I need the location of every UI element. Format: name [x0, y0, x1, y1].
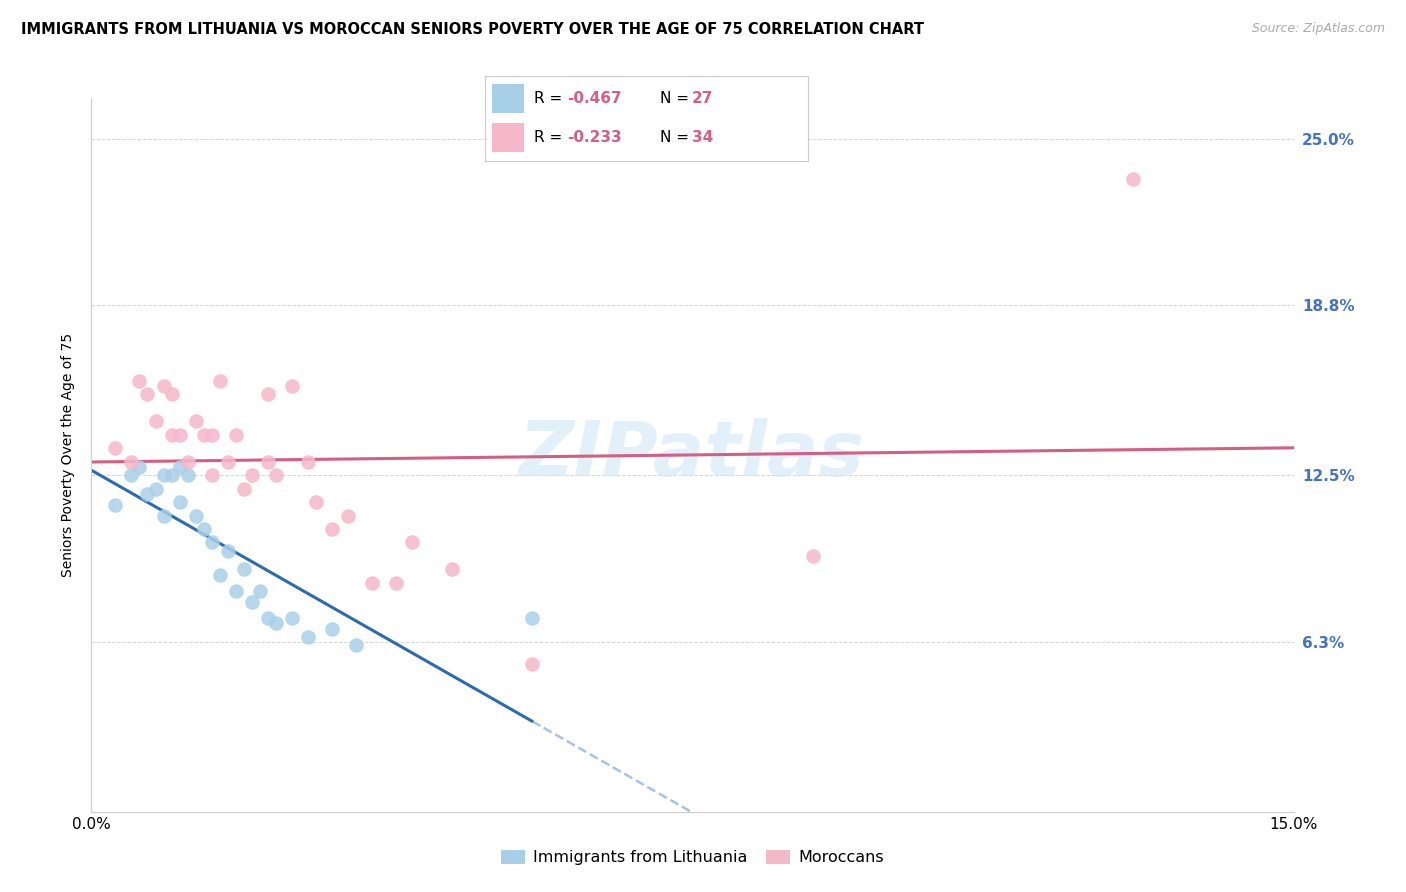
Point — [297, 630, 319, 644]
Text: 34: 34 — [692, 130, 713, 145]
Y-axis label: Seniors Poverty Over the Age of 75: Seniors Poverty Over the Age of 75 — [62, 333, 76, 577]
Point — [176, 468, 198, 483]
Point — [184, 414, 207, 428]
Text: -0.467: -0.467 — [568, 91, 623, 106]
Point — [169, 427, 191, 442]
Point — [264, 616, 287, 631]
Point — [160, 468, 183, 483]
Point — [121, 455, 143, 469]
Point — [232, 562, 254, 576]
Point — [160, 427, 183, 442]
Point — [136, 487, 159, 501]
Point — [225, 427, 247, 442]
Point — [240, 595, 263, 609]
Point — [249, 583, 271, 598]
Text: -0.233: -0.233 — [568, 130, 623, 145]
Point — [522, 611, 544, 625]
Text: N =: N = — [659, 130, 693, 145]
Point — [801, 549, 824, 563]
Point — [217, 543, 239, 558]
Point — [160, 387, 183, 401]
Point — [297, 455, 319, 469]
Text: N =: N = — [659, 91, 693, 106]
Point — [136, 387, 159, 401]
Point — [440, 562, 463, 576]
Legend: Immigrants from Lithuania, Moroccans: Immigrants from Lithuania, Moroccans — [495, 843, 890, 871]
Point — [281, 611, 304, 625]
Point — [321, 522, 343, 536]
Point — [401, 535, 423, 549]
Point — [193, 522, 215, 536]
Point — [201, 535, 224, 549]
Point — [208, 374, 231, 388]
Point — [256, 455, 278, 469]
Point — [281, 379, 304, 393]
Point — [1122, 172, 1144, 186]
Text: R =: R = — [533, 91, 567, 106]
Point — [145, 414, 167, 428]
Point — [385, 575, 408, 590]
Point — [152, 468, 174, 483]
Point — [240, 468, 263, 483]
Point — [305, 495, 328, 509]
Point — [256, 387, 278, 401]
Point — [225, 583, 247, 598]
Point — [344, 638, 367, 652]
Point — [201, 427, 224, 442]
Point — [360, 575, 382, 590]
Point — [128, 460, 150, 475]
Point — [176, 455, 198, 469]
Point — [193, 427, 215, 442]
Point — [128, 374, 150, 388]
Point — [208, 567, 231, 582]
Point — [152, 508, 174, 523]
Text: IMMIGRANTS FROM LITHUANIA VS MOROCCAN SENIORS POVERTY OVER THE AGE OF 75 CORRELA: IMMIGRANTS FROM LITHUANIA VS MOROCCAN SE… — [21, 22, 924, 37]
Text: ZIPatlas: ZIPatlas — [519, 418, 866, 491]
Point — [321, 622, 343, 636]
Point — [169, 495, 191, 509]
Point — [104, 498, 127, 512]
Point — [264, 468, 287, 483]
FancyBboxPatch shape — [492, 123, 524, 152]
Point — [104, 441, 127, 455]
Point — [217, 455, 239, 469]
Point — [201, 468, 224, 483]
Point — [522, 657, 544, 671]
Text: 27: 27 — [692, 91, 713, 106]
Point — [145, 482, 167, 496]
Point — [169, 460, 191, 475]
FancyBboxPatch shape — [492, 85, 524, 113]
Point — [256, 611, 278, 625]
Point — [336, 508, 359, 523]
Point — [184, 508, 207, 523]
Point — [232, 482, 254, 496]
Point — [152, 379, 174, 393]
Text: Source: ZipAtlas.com: Source: ZipAtlas.com — [1251, 22, 1385, 36]
Point — [121, 468, 143, 483]
Text: R =: R = — [533, 130, 567, 145]
